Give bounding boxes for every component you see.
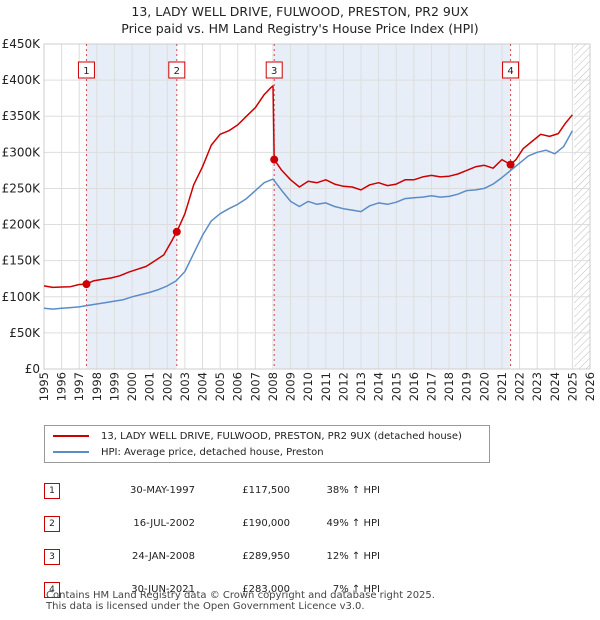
y-tick-label: £200K	[2, 218, 42, 232]
sale-price: £190,000	[242, 518, 290, 529]
footer-copyright: Contains HM Land Registry data © Crown c…	[46, 590, 435, 601]
sale-number-badge: 3	[44, 548, 60, 565]
y-tick-label: £250K	[2, 181, 42, 195]
sale-1-point	[82, 280, 91, 289]
x-tick-label: 2006	[231, 372, 245, 401]
sale-3-point	[270, 155, 279, 164]
legend-label-property: 13, LADY WELL DRIVE, FULWOOD, PRESTON, P…	[101, 430, 462, 442]
x-tick-label: 2016	[407, 372, 421, 401]
legend-label-hpi: HPI: Average price, detached house, Pres…	[101, 446, 324, 458]
footer: Contains HM Land Registry data © Crown c…	[46, 590, 435, 612]
legend-swatch-hpi	[53, 451, 89, 453]
sale-4-label: 4	[507, 66, 513, 77]
x-tick-label: 2007	[248, 372, 262, 401]
y-tick-label: £0	[25, 362, 40, 376]
sale-number-badge: 4	[44, 581, 60, 598]
sale-row-1: 1 30-MAY-1997 £117,500 38% ↑ HPI	[44, 474, 380, 507]
y-tick-label: £100K	[2, 290, 42, 304]
x-tick-label: 2019	[460, 372, 474, 401]
sale-1-label: 1	[83, 66, 89, 77]
sale-price: £289,950	[242, 551, 290, 562]
sale-date: 16-JUL-2002	[133, 518, 195, 529]
sale-date: 24-JAN-2008	[131, 551, 195, 562]
x-tick-label: 2001	[143, 372, 157, 401]
hpi-line	[43, 130, 574, 310]
x-tick-label: 2002	[160, 372, 174, 401]
y-tick-label: £350K	[2, 109, 42, 123]
forecast-hatch	[574, 44, 590, 369]
x-tick-label: 2026	[583, 372, 597, 401]
y-tick-label: £450K	[2, 37, 42, 51]
x-tick-label: 1999	[107, 372, 121, 401]
sale-hpi-change: 12% ↑ HPI	[326, 551, 380, 562]
x-tick-label: 1996	[55, 372, 69, 401]
y-tick-label: £150K	[2, 254, 42, 268]
legend-swatch-property	[53, 435, 89, 437]
sale-date: 30-JUN-2021	[131, 584, 195, 595]
sale-row-2: 2 16-JUL-2002 £190,000 49% ↑ HPI	[44, 507, 380, 540]
legend-item-hpi: HPI: Average price, detached house, Pres…	[53, 445, 324, 459]
sale-price: £283,000	[242, 584, 290, 595]
x-tick-label: 1997	[72, 372, 86, 401]
legend: 13, LADY WELL DRIVE, FULWOOD, PRESTON, P…	[44, 425, 490, 463]
x-tick-label: 2020	[477, 372, 491, 401]
x-tick-label: 1998	[90, 372, 104, 401]
sale-hpi-change: 38% ↑ HPI	[326, 485, 380, 496]
sale-row-3: 3 24-JAN-2008 £289,950 12% ↑ HPI	[44, 540, 380, 573]
x-tick-label: 2021	[495, 372, 509, 401]
x-tick-label: 2005	[213, 372, 227, 401]
sale-number-badge: 1	[44, 482, 60, 499]
sale-4-point	[506, 160, 515, 169]
sale-hpi-change: 49% ↑ HPI	[326, 518, 380, 529]
sale-3-label-box	[265, 61, 283, 79]
sale-1-label-box	[77, 61, 95, 79]
y-tick-label: £400K	[2, 73, 42, 87]
sale-number-badge: 2	[44, 515, 60, 532]
sale-row-4: 4 30-JUN-2021 £283,000 7% ↑ HPI	[44, 573, 380, 606]
x-tick-label: 2025	[565, 372, 579, 401]
price-chart: £0 £50K £100K £150K £200K £250K £300K £350K £400…	[2, 37, 597, 401]
x-tick-label: 2014	[372, 372, 386, 401]
shaded-range-2	[274, 44, 511, 369]
sale-price: £117,500	[242, 485, 290, 496]
sale-2-label: 2	[174, 66, 180, 77]
legend-item-property: 13, LADY WELL DRIVE, FULWOOD, PRESTON, P…	[53, 429, 462, 443]
x-tick-label: 2022	[513, 372, 527, 401]
x-tick-label: 2000	[125, 372, 139, 401]
x-tick-label: 2012	[336, 372, 350, 401]
sale-2-label-box	[168, 61, 186, 79]
plot-frame	[43, 43, 591, 370]
sale-3-label: 3	[271, 66, 277, 77]
x-tick-label: 2010	[301, 372, 315, 401]
x-tick-label: 2003	[178, 372, 192, 401]
x-tick-label: 2018	[442, 372, 456, 401]
x-tick-label: 2008	[266, 372, 280, 401]
x-tick-label: 2013	[354, 372, 368, 401]
chart-title-line2: Price paid vs. HM Land Registry's House …	[121, 21, 479, 36]
y-tick-label: £300K	[2, 145, 42, 159]
x-tick-label: 2009	[284, 372, 298, 401]
x-tick-label: 2011	[319, 372, 333, 401]
sale-2-point	[172, 227, 181, 236]
property-price-line	[43, 85, 573, 289]
sale-hpi-change: 7% ↑ HPI	[332, 584, 380, 595]
sale-date: 30-MAY-1997	[129, 485, 195, 496]
footer-licence: This data is licensed under the Open Gov…	[46, 601, 365, 612]
x-tick-label: 2004	[196, 372, 210, 401]
sales-table: 1 30-MAY-1997 £117,500 38% ↑ HPI 2 16-JUL-200…	[44, 474, 380, 606]
y-tick-label: £50K	[9, 326, 41, 340]
x-tick-label: 2017	[424, 372, 438, 401]
x-tick-label: 2015	[389, 372, 403, 401]
x-tick-label: 2024	[548, 372, 562, 401]
x-tick-label: 2023	[530, 372, 544, 401]
sale-4-label-box	[502, 61, 520, 79]
chart-title-line1: 13, LADY WELL DRIVE, FULWOOD, PRESTON, P…	[131, 4, 469, 19]
x-tick-label: 1995	[37, 372, 51, 401]
